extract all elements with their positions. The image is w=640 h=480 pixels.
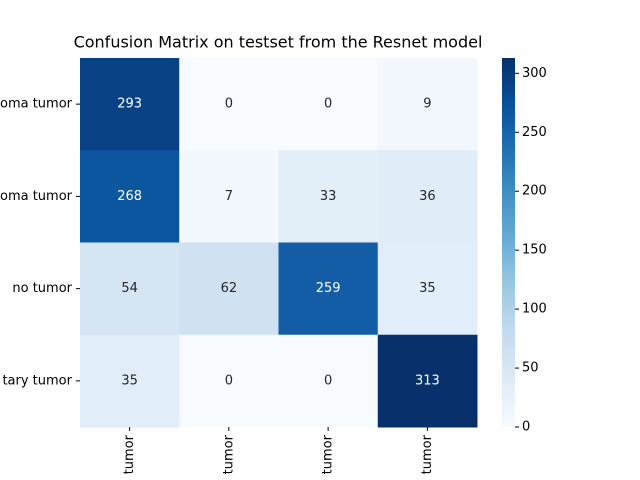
cell-label: 0 (324, 97, 332, 112)
heatmap-cell (377, 334, 478, 428)
heatmap-cell (80, 334, 180, 428)
y-tick-label: oma tumor (0, 97, 73, 112)
cell-label: 54 (121, 281, 138, 296)
heatmap-cell (278, 242, 379, 336)
x-tick-label: tumor (221, 434, 236, 474)
chart-title: Confusion Matrix on testset from the Res… (74, 33, 483, 52)
y-tick-label: no tumor (12, 281, 72, 296)
colorbar (502, 58, 515, 427)
cell-label: 62 (221, 281, 238, 296)
heatmap-cell (278, 150, 379, 243)
colorbar-tick-label: 200 (522, 184, 547, 199)
y-tick-label: tary tumor (2, 373, 72, 388)
cell-label: 35 (121, 373, 138, 388)
heatmap-cell (377, 150, 478, 243)
heatmap-cell (179, 150, 279, 243)
heatmap-cell (80, 150, 180, 243)
cell-label: 33 (320, 189, 337, 204)
x-tick-label: tumor (420, 434, 435, 474)
colorbar-tick-label: 0 (522, 420, 530, 435)
heatmap-cell (179, 334, 279, 428)
colorbar-tick-label: 250 (522, 125, 547, 140)
cell-label: 268 (117, 189, 142, 204)
heatmap-cell (278, 334, 379, 428)
heatmap-cell (278, 58, 379, 151)
heatmap-cell (179, 242, 279, 336)
cell-label: 0 (225, 97, 233, 112)
cell-label: 9 (423, 97, 431, 112)
cell-label: 35 (419, 281, 436, 296)
colorbar-tick-label: 100 (522, 302, 547, 317)
cell-label: 7 (225, 189, 233, 204)
cell-label: 313 (415, 373, 440, 388)
heatmap-cell (377, 58, 478, 151)
colorbar-tick-label: 300 (522, 66, 547, 81)
cell-label: 36 (419, 189, 436, 204)
cell-label: 259 (316, 281, 341, 296)
cell-label: 0 (225, 373, 233, 388)
cell-label: 293 (117, 97, 142, 112)
y-tick-label: oma tumor (0, 189, 73, 204)
heatmap-cell (179, 58, 279, 151)
x-tick-label: tumor (122, 434, 137, 474)
x-tick-label: tumor (321, 434, 336, 474)
heatmap-cell (80, 58, 180, 151)
colorbar-tick-label: 50 (522, 361, 539, 376)
cell-label: 0 (324, 373, 332, 388)
heatmap-cell (377, 242, 478, 336)
heatmap-cell (80, 242, 180, 336)
colorbar-tick-label: 150 (522, 243, 547, 258)
